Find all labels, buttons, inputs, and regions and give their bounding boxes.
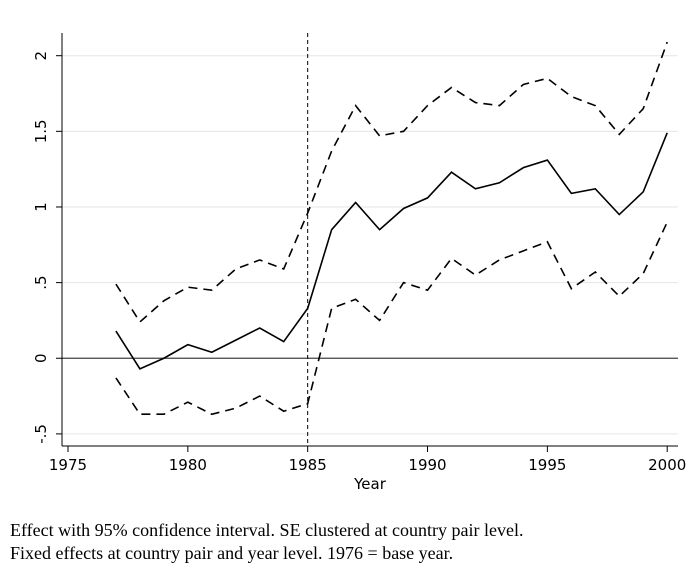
- x-tick-label: 1990: [408, 456, 446, 474]
- series-line: [115, 221, 668, 416]
- x-tick-label: 1985: [289, 456, 327, 474]
- y-tick-label: 1.5: [32, 119, 50, 143]
- series-line: [115, 132, 668, 370]
- y-tick-label: 0: [32, 353, 50, 363]
- series-line: [115, 41, 668, 324]
- caption-line: Fixed effects at country pair and year l…: [10, 543, 453, 563]
- caption-line: Effect with 95% confidence interval. SE …: [10, 520, 523, 540]
- x-tick-label: 1980: [169, 456, 207, 474]
- x-tick-label: 1975: [49, 456, 87, 474]
- x-axis-label: Year: [353, 475, 387, 493]
- y-tick-label: .5: [32, 275, 50, 289]
- y-tick-label: -.5: [32, 424, 50, 444]
- x-tick-label: 1995: [528, 456, 566, 474]
- y-tick-label: 2: [32, 51, 50, 61]
- x-tick-label: 2000: [648, 456, 686, 474]
- y-tick-label: 1: [32, 202, 50, 212]
